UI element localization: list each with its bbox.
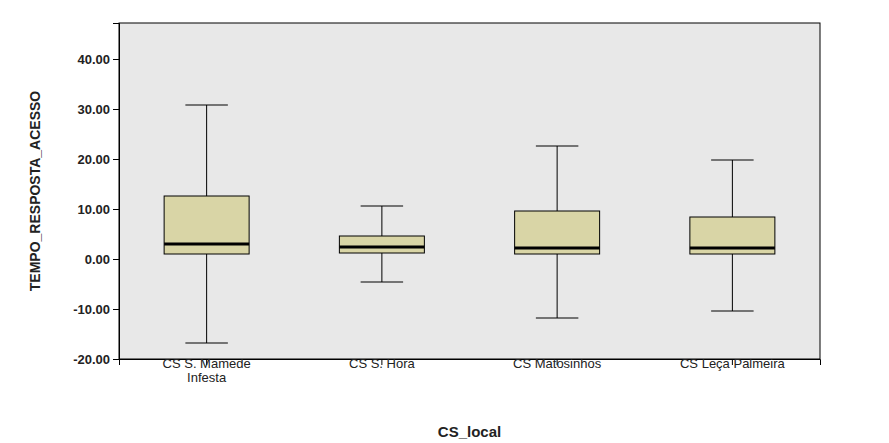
x-tick: CS S. MamedeInfesta <box>163 356 251 385</box>
upper-whisker <box>381 206 382 236</box>
y-tick: 10.00 <box>77 202 119 217</box>
x-axis: CS S. MamedeInfesta CS S. Hora CS Matosinh… <box>120 356 821 385</box>
y-axis-title: TEMPO_RESPOSTA_ACESSO <box>27 91 43 292</box>
y-tick-label: 30.00 <box>77 102 110 117</box>
lower-whisker-cap <box>185 343 227 344</box>
upper-whisker <box>206 105 207 196</box>
y-tick: 40.00 <box>77 52 119 67</box>
x-tick: CS S. Hora <box>349 356 416 371</box>
upper-whisker <box>732 160 733 217</box>
x-tick: CS Leça Palmeira <box>680 356 786 371</box>
median-line <box>690 247 775 250</box>
x-tick-label: CS Matosinhos <box>513 356 602 371</box>
upper-whisker-cap <box>361 206 403 207</box>
boxes <box>164 105 775 343</box>
upper-whisker <box>557 146 558 211</box>
x-tick-label: CS S. Hora <box>349 356 416 371</box>
y-tick: -10.00 <box>73 302 119 317</box>
median-line <box>164 243 249 246</box>
x-tick-label: CS Leça Palmeira <box>680 356 786 371</box>
median-line <box>339 246 424 249</box>
box-body <box>164 196 249 254</box>
plot-background <box>119 23 820 359</box>
box <box>164 105 249 343</box>
box-body <box>690 217 775 254</box>
lower-whisker <box>206 254 207 343</box>
x-axis-title: CS_local <box>438 423 501 440</box>
y-tick-label: 10.00 <box>77 202 110 217</box>
box <box>515 146 600 318</box>
lower-whisker <box>381 253 382 282</box>
y-tick-mark <box>113 59 119 60</box>
box-body <box>515 211 600 254</box>
lower-whisker <box>557 254 558 318</box>
upper-whisker-cap <box>536 146 578 147</box>
box <box>690 160 775 311</box>
lower-whisker-cap <box>361 282 403 283</box>
y-tick-mark <box>113 309 119 310</box>
y-tick-mark <box>113 159 119 160</box>
box <box>339 206 424 282</box>
lower-whisker-cap <box>536 318 578 319</box>
y-tick: -20.00 <box>73 352 119 367</box>
y-tick: 0.00 <box>85 252 119 267</box>
median-line <box>515 247 600 250</box>
y-tick-label: 0.00 <box>85 252 110 267</box>
x-tick-label: CS S. MamedeInfesta <box>163 356 251 385</box>
upper-whisker-cap <box>185 105 227 106</box>
y-tick-label: 20.00 <box>77 152 110 167</box>
y-axis: -20.00 -10.00 0.00 10.00 20.00 30.00 40.00 <box>73 24 119 367</box>
y-tick-mark <box>113 359 119 360</box>
y-tick: 20.00 <box>77 152 119 167</box>
chart: -20.00 -10.00 0.00 10.00 20.00 30.00 40.00 CS S… <box>0 0 889 443</box>
plot: -20.00 -10.00 0.00 10.00 20.00 30.00 40.00 CS S… <box>73 23 820 385</box>
y-tick: 30.00 <box>77 102 119 117</box>
y-tick-mark <box>113 259 119 260</box>
box-body <box>339 236 424 253</box>
y-axis-line <box>113 24 120 360</box>
upper-whisker-cap <box>711 160 753 161</box>
y-tick-label: -20.00 <box>73 352 110 367</box>
y-tick-label: -10.00 <box>73 302 110 317</box>
lower-whisker-cap <box>711 311 753 312</box>
y-tick-label: 40.00 <box>77 52 110 67</box>
lower-whisker <box>732 254 733 311</box>
x-tick: CS Matosinhos <box>513 356 602 371</box>
y-tick-mark <box>113 109 119 110</box>
y-tick-mark <box>113 209 119 210</box>
